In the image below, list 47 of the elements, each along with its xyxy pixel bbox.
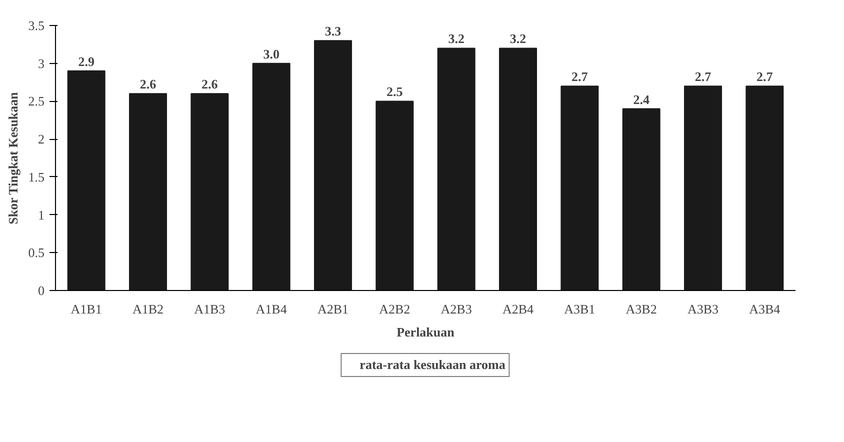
data-label: 2.6 — [140, 76, 157, 92]
y-axis-title: Skor Tingkat Kesukaan — [5, 91, 20, 224]
x-tick-label: A1B4 — [256, 302, 288, 316]
data-label: 2.6 — [202, 76, 218, 92]
bar — [746, 86, 784, 290]
bar — [437, 48, 476, 290]
bar — [622, 108, 660, 290]
data-label: 2.7 — [756, 69, 774, 84]
data-label: 2.7 — [572, 69, 588, 84]
y-tick-label: 3 — [38, 56, 44, 71]
bar — [314, 40, 352, 290]
data-label: 2.9 — [78, 54, 95, 69]
data-label: 2.5 — [386, 84, 404, 100]
bar — [560, 86, 599, 290]
y-tick-label: 1.5 — [28, 169, 44, 184]
bar — [190, 93, 229, 290]
bar — [684, 86, 722, 290]
y-tick-label: 2.5 — [28, 94, 44, 109]
x-tick-label: A2B3 — [440, 302, 472, 316]
text: rata-rata kesukaan aroma — [360, 356, 506, 372]
bar — [376, 100, 414, 290]
x-tick-label: A1B2 — [132, 302, 164, 316]
bar — [129, 93, 167, 290]
data-label: 3.0 — [263, 46, 280, 62]
y-tick-label: 1 — [38, 207, 44, 222]
bar — [499, 48, 537, 290]
y-tick-label: 0.5 — [28, 245, 44, 260]
data-label: 3.3 — [324, 24, 342, 39]
y-tick-label: 0 — [38, 283, 44, 298]
y-tick-label: 3.5 — [28, 18, 44, 33]
bar — [252, 62, 290, 290]
data-label: 2.4 — [633, 92, 650, 107]
x-axis-title: Perlakuan — [396, 324, 456, 340]
x-tick-label: A3B1 — [564, 302, 596, 316]
x-tick-label: A3B2 — [626, 302, 657, 316]
data-label: 2.7 — [694, 69, 712, 84]
data-label: 3.2 — [448, 31, 464, 46]
y-tick-label: 2 — [38, 132, 44, 147]
x-tick-label: A2B1 — [317, 302, 349, 316]
x-tick-label: A2B4 — [502, 302, 534, 316]
x-tick-label: A2B2 — [379, 302, 410, 316]
x-tick-label: A1B1 — [70, 302, 102, 316]
x-tick-label: A1B3 — [194, 302, 226, 316]
x-tick-label: A3B4 — [749, 302, 781, 316]
bar — [67, 70, 106, 290]
data-label: 3.2 — [510, 31, 526, 46]
x-tick-label: A3B3 — [687, 302, 719, 316]
